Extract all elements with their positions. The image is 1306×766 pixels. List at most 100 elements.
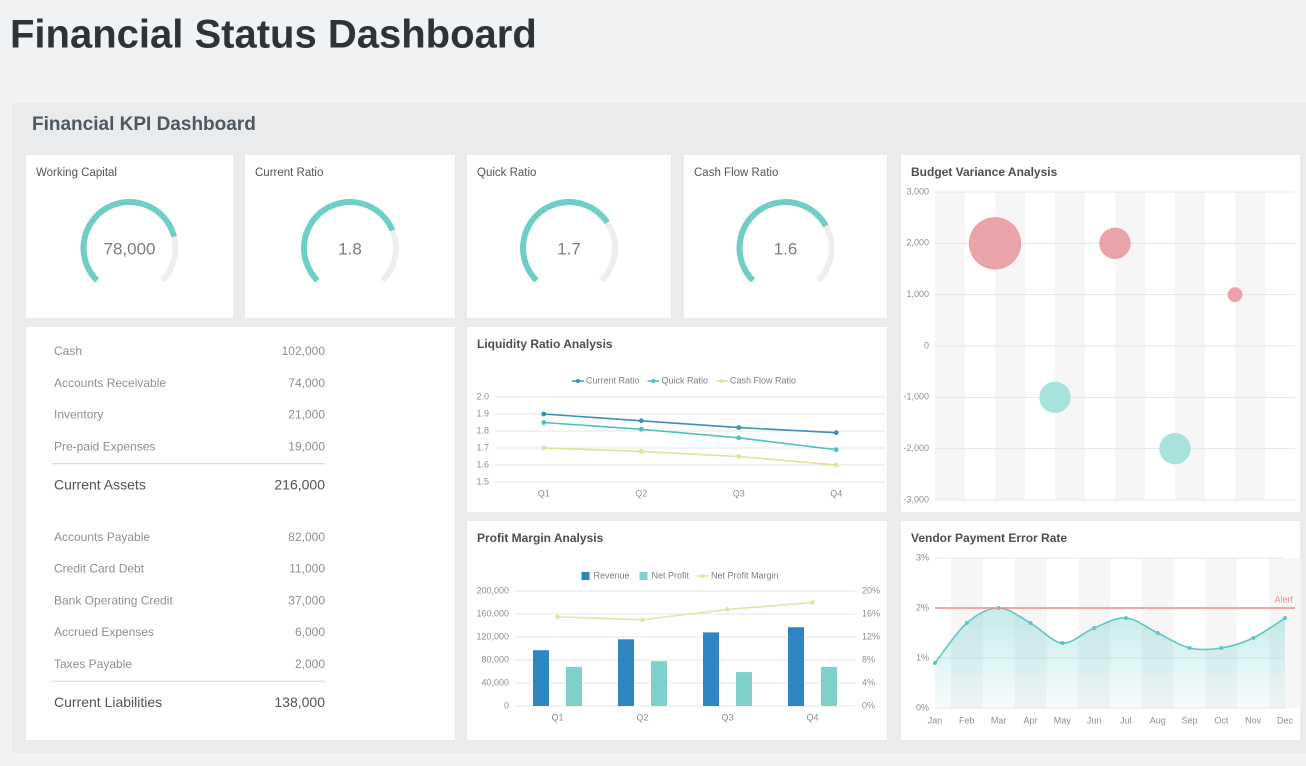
line <box>543 413 837 434</box>
row-label: Credit Card Debt <box>54 562 145 576</box>
threshold-label: Alert <box>1274 594 1293 604</box>
total-value: 216,000 <box>274 477 325 493</box>
card <box>467 327 887 512</box>
card <box>26 327 455 740</box>
card <box>901 155 1300 512</box>
point <box>638 449 644 454</box>
area <box>935 608 1285 708</box>
card <box>245 155 455 318</box>
row-value: 2,000 <box>295 657 325 671</box>
y-tick-label: 40,000 <box>481 677 509 687</box>
legend-label: Quick Ratio <box>661 375 708 385</box>
point <box>736 425 742 430</box>
gauge-track <box>815 224 835 283</box>
total-label: Current Liabilities <box>54 694 162 710</box>
point <box>810 600 815 605</box>
y-tick-label: 0 <box>924 340 929 350</box>
point <box>1060 641 1065 645</box>
y-tick-label: 160,000 <box>476 608 509 618</box>
point <box>638 418 644 424</box>
x-tick-label: Mar <box>991 715 1007 725</box>
gauge-label: Cash Flow Ratio <box>694 167 778 179</box>
point <box>1251 636 1256 640</box>
gauge-arc <box>80 199 177 283</box>
x-tick-label: Q2 <box>635 488 647 498</box>
y2-tick-label: 0% <box>862 700 875 710</box>
x-tick-label: Oct <box>1214 715 1229 725</box>
x-tick-label: Q4 <box>806 712 818 722</box>
legend-swatch <box>575 379 580 383</box>
x-tick-label: Feb <box>959 715 975 725</box>
point <box>638 426 644 432</box>
point <box>833 430 839 436</box>
gauge-track <box>599 220 618 283</box>
x-tick-label: Q4 <box>830 488 842 498</box>
gauge-arc <box>301 199 396 283</box>
gauge-track <box>159 235 179 283</box>
chart-title: Vendor Payment Error Rate <box>911 531 1067 545</box>
gauge-value: 1.8 <box>338 239 362 258</box>
legend-label: Net Profit Margin <box>711 570 779 580</box>
row-label: Accounts Payable <box>54 530 150 544</box>
y-tick-label: 1.8 <box>476 425 489 435</box>
chart-title: Budget Variance Analysis <box>911 165 1058 179</box>
row-value: 21,000 <box>288 408 325 422</box>
y-tick-label: 120,000 <box>476 631 509 641</box>
y-tick-label: 0% <box>916 702 929 712</box>
y-tick-label: -2,000 <box>903 443 929 453</box>
row-label: Accounts Receivable <box>54 376 166 390</box>
legend-label: Cash Flow Ratio <box>730 375 796 385</box>
bar <box>566 666 582 706</box>
point <box>541 411 547 417</box>
y-tick-label: -1,000 <box>903 392 929 402</box>
x-tick-label: Apr <box>1023 715 1037 725</box>
point <box>833 462 839 468</box>
y2-tick-label: 4% <box>862 677 875 687</box>
y-tick-label: 3% <box>916 552 929 562</box>
bar <box>533 650 549 706</box>
point <box>1092 626 1097 630</box>
y-tick-label: 1% <box>916 652 929 662</box>
y-tick-label: 1.7 <box>476 442 489 452</box>
x-tick-label: Jan <box>928 715 943 725</box>
x-tick-label: May <box>1054 715 1072 725</box>
gauge-arc <box>520 199 610 283</box>
point <box>1283 616 1287 620</box>
y-tick-label: 1.5 <box>476 476 489 486</box>
point <box>555 614 560 620</box>
y-tick-label: 1.9 <box>476 408 489 418</box>
gauge-value: 1.7 <box>557 239 581 258</box>
y2-tick-label: 12% <box>862 631 880 641</box>
bar <box>651 661 667 706</box>
legend-swatch <box>639 572 648 580</box>
legend-label: Net Profit <box>651 570 689 580</box>
bubble <box>1099 227 1131 260</box>
card <box>467 521 887 740</box>
gauge-track <box>380 229 399 283</box>
gauge-label: Quick Ratio <box>477 167 536 179</box>
legend-swatch <box>720 379 725 383</box>
x-tick-label: Q3 <box>721 712 733 722</box>
y-tick-label: -3,000 <box>903 494 929 504</box>
x-tick-label: Q2 <box>636 712 648 722</box>
bar <box>821 666 837 706</box>
x-tick-label: Nov <box>1245 715 1262 725</box>
y-tick-label: 0 <box>504 700 509 710</box>
bubble <box>1039 381 1071 414</box>
row-value: 82,000 <box>288 530 325 544</box>
card <box>684 155 887 318</box>
gauge-value: 78,000 <box>104 239 156 258</box>
x-tick-label: Q1 <box>551 712 563 722</box>
bubble <box>1159 432 1191 465</box>
x-tick-label: Jun <box>1087 715 1102 725</box>
legend-swatch <box>581 572 590 580</box>
point <box>1123 616 1128 620</box>
row-value: 102,000 <box>282 344 326 358</box>
bar <box>788 627 804 706</box>
point <box>725 607 730 612</box>
point <box>964 621 969 625</box>
y-tick-label: 1.6 <box>476 459 489 469</box>
gauge-value: 1.6 <box>774 239 798 258</box>
